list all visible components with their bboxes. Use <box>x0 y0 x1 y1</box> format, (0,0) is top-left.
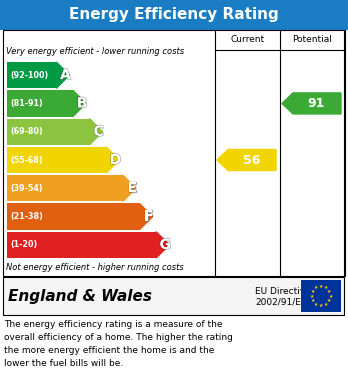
Bar <box>7 175 123 201</box>
Text: (69-80): (69-80) <box>10 127 43 136</box>
Text: ★: ★ <box>324 302 328 307</box>
Text: Not energy efficient - higher running costs: Not energy efficient - higher running co… <box>6 264 184 273</box>
Text: ★: ★ <box>327 298 332 303</box>
Polygon shape <box>217 149 276 170</box>
Text: Potential: Potential <box>293 36 332 45</box>
Polygon shape <box>282 93 341 114</box>
Bar <box>7 147 106 173</box>
Text: ★: ★ <box>319 284 323 289</box>
Text: ★: ★ <box>319 303 323 308</box>
Text: Current: Current <box>230 36 264 45</box>
Text: ★: ★ <box>310 298 315 303</box>
Bar <box>7 203 140 230</box>
Text: Energy Efficiency Rating: Energy Efficiency Rating <box>69 7 279 23</box>
Bar <box>3 30 344 276</box>
Bar <box>3 277 344 315</box>
Polygon shape <box>89 118 103 145</box>
Text: (55-68): (55-68) <box>10 156 43 165</box>
Text: 56: 56 <box>243 154 260 167</box>
Text: England & Wales: England & Wales <box>8 289 152 303</box>
Text: G: G <box>160 238 171 252</box>
Polygon shape <box>156 232 169 258</box>
Bar <box>7 62 56 88</box>
Text: 91: 91 <box>308 97 325 110</box>
Polygon shape <box>106 147 119 173</box>
Text: (1-20): (1-20) <box>10 240 37 249</box>
Bar <box>301 280 341 312</box>
Text: A: A <box>60 68 71 82</box>
Text: C: C <box>94 125 104 139</box>
Polygon shape <box>56 62 69 88</box>
Text: 2002/91/EC: 2002/91/EC <box>255 298 307 307</box>
Bar <box>7 118 89 145</box>
Text: ★: ★ <box>310 289 315 294</box>
Text: The energy efficiency rating is a measure of the
overall efficiency of a home. T: The energy efficiency rating is a measur… <box>4 320 233 368</box>
Text: F: F <box>144 210 153 224</box>
Text: ★: ★ <box>329 294 333 298</box>
Text: (92-100): (92-100) <box>10 71 48 80</box>
Bar <box>7 90 73 117</box>
Text: B: B <box>77 97 87 110</box>
Text: (81-91): (81-91) <box>10 99 43 108</box>
Bar <box>7 232 156 258</box>
Text: E: E <box>127 181 137 195</box>
Polygon shape <box>123 175 136 201</box>
Text: ★: ★ <box>327 289 332 294</box>
Text: Very energy efficient - lower running costs: Very energy efficient - lower running co… <box>6 47 184 57</box>
Text: ★: ★ <box>314 302 318 307</box>
Text: ★: ★ <box>324 285 328 290</box>
Text: (39-54): (39-54) <box>10 184 42 193</box>
Text: (21-38): (21-38) <box>10 212 43 221</box>
Bar <box>0 0 348 30</box>
Text: ★: ★ <box>309 294 314 298</box>
Polygon shape <box>140 203 153 230</box>
Polygon shape <box>73 90 86 117</box>
Text: EU Directive: EU Directive <box>255 287 311 296</box>
Text: ★: ★ <box>314 285 318 290</box>
Text: D: D <box>110 153 121 167</box>
